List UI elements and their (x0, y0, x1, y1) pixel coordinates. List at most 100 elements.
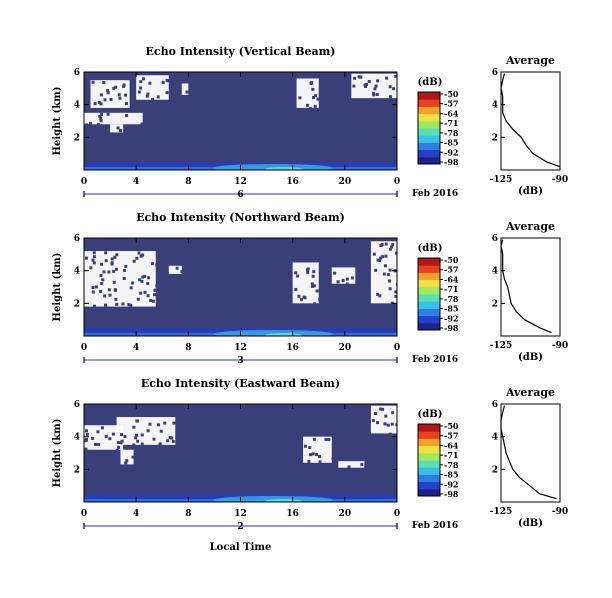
data-speckle (99, 119, 103, 123)
y-tick-label: 4 (74, 267, 80, 277)
colorbar-tick-label: -50 (444, 421, 459, 431)
data-speckle (97, 443, 101, 447)
data-speckle (85, 123, 89, 127)
data-speckle (152, 437, 156, 441)
data-speckle (110, 262, 114, 266)
day-label: 2 (237, 522, 243, 532)
x-tick-label: 0 (394, 509, 400, 519)
data-speckle (387, 279, 391, 283)
data-speckle (166, 439, 170, 443)
average-x-tick-label: -125 (490, 341, 513, 351)
data-speckle (372, 91, 376, 95)
data-speckle (395, 423, 397, 427)
data-speckle (309, 106, 313, 110)
data-speckle (106, 91, 110, 95)
data-speckle (102, 81, 106, 85)
data-speckle (296, 274, 300, 278)
x-tick-label: 20 (339, 343, 352, 353)
data-speckle (136, 439, 140, 443)
colorbar-unit: (dB) (418, 243, 443, 254)
data-speckle (123, 434, 127, 438)
data-speckle (90, 436, 94, 440)
colorbar-segment (418, 156, 440, 165)
data-speckle (114, 267, 118, 271)
data-speckle (136, 297, 140, 301)
colorbar-tick-label: -92 (444, 313, 458, 323)
data-speckle (367, 79, 371, 83)
data-speckle (379, 407, 383, 411)
y-tick-label: 6 (74, 68, 80, 78)
data-speckle (115, 302, 119, 306)
colorbar-tick-label: -64 (444, 274, 459, 284)
data-speckle (294, 271, 298, 275)
colorbar-segment (418, 445, 440, 454)
data-speckle (138, 278, 142, 282)
data-speckle (116, 441, 120, 445)
colorbar-segment (418, 488, 440, 497)
data-speckle (148, 422, 152, 426)
colorbar-segment (418, 142, 440, 151)
chart-title: Echo Intensity (Northward Beam) (136, 211, 345, 224)
data-speckle (175, 266, 179, 270)
colorbar-tick-label: -64 (444, 108, 459, 118)
average-x-axis-label: (dB) (518, 518, 543, 529)
average-y-tick-label: 6 (492, 234, 498, 244)
average-y-tick-label: 4 (492, 101, 498, 111)
month-label: Feb 2016 (412, 355, 458, 365)
ground-echo-peak (213, 330, 334, 336)
data-speckle (308, 446, 312, 450)
data-speckle (122, 277, 126, 281)
data-speckle (302, 295, 306, 299)
data-speckle (115, 253, 119, 257)
ground-echo-peak (213, 496, 334, 502)
data-speckle (360, 463, 364, 467)
data-speckle (352, 84, 356, 88)
data-speckle (159, 429, 163, 433)
data-speckle (318, 454, 322, 458)
data-speckle (141, 275, 145, 279)
average-x-tick-label: -125 (490, 175, 513, 185)
data-speckle (114, 297, 118, 301)
data-speckle (311, 87, 315, 91)
data-speckle (314, 94, 318, 98)
data-speckle (386, 423, 390, 427)
data-speckle (148, 81, 152, 85)
colorbar-tick-label: -92 (444, 479, 458, 489)
panel-0: Echo Intensity (Vertical Beam) 6 4 2 Height … (52, 45, 568, 200)
data-speckle (388, 432, 392, 436)
colorbar-tick-label: -92 (444, 147, 458, 157)
data-speckle (347, 465, 351, 469)
data-speckle (139, 80, 143, 84)
data-speckle (122, 268, 126, 272)
colorbar-tick-label: -78 (444, 460, 459, 470)
data-speckle (93, 102, 97, 106)
colorbar-tick-label: -71 (444, 284, 458, 294)
data-speckle (303, 444, 307, 448)
x-tick-label: 4 (133, 343, 139, 353)
chart-title: Echo Intensity (Vertical Beam) (145, 45, 335, 58)
colorbar-segment (418, 265, 440, 273)
average-x-tick-label: -90 (552, 507, 568, 517)
x-tick-label: 16 (286, 509, 299, 519)
data-gap (338, 461, 365, 468)
average-profile-line (500, 405, 557, 500)
data-speckle (94, 285, 98, 289)
average-y-tick-label: 6 (492, 400, 498, 410)
data-speckle (143, 290, 147, 294)
average-y-tick-label: 4 (492, 267, 498, 277)
y-tick-label: 4 (74, 433, 80, 443)
x-tick-label: 0 (81, 509, 87, 519)
data-speckle (380, 243, 384, 247)
x-tick-label: 16 (286, 343, 299, 353)
data-speckle (125, 114, 129, 118)
data-speckle (89, 121, 93, 125)
data-speckle (341, 278, 345, 282)
data-speckle (168, 435, 172, 439)
data-speckle (85, 432, 89, 436)
data-speckle (357, 75, 361, 79)
data-speckle (158, 444, 162, 448)
colorbar-segment (418, 135, 440, 143)
data-speckle (104, 251, 108, 255)
data-speckle (388, 287, 392, 291)
y-tick-label: 6 (74, 400, 80, 410)
